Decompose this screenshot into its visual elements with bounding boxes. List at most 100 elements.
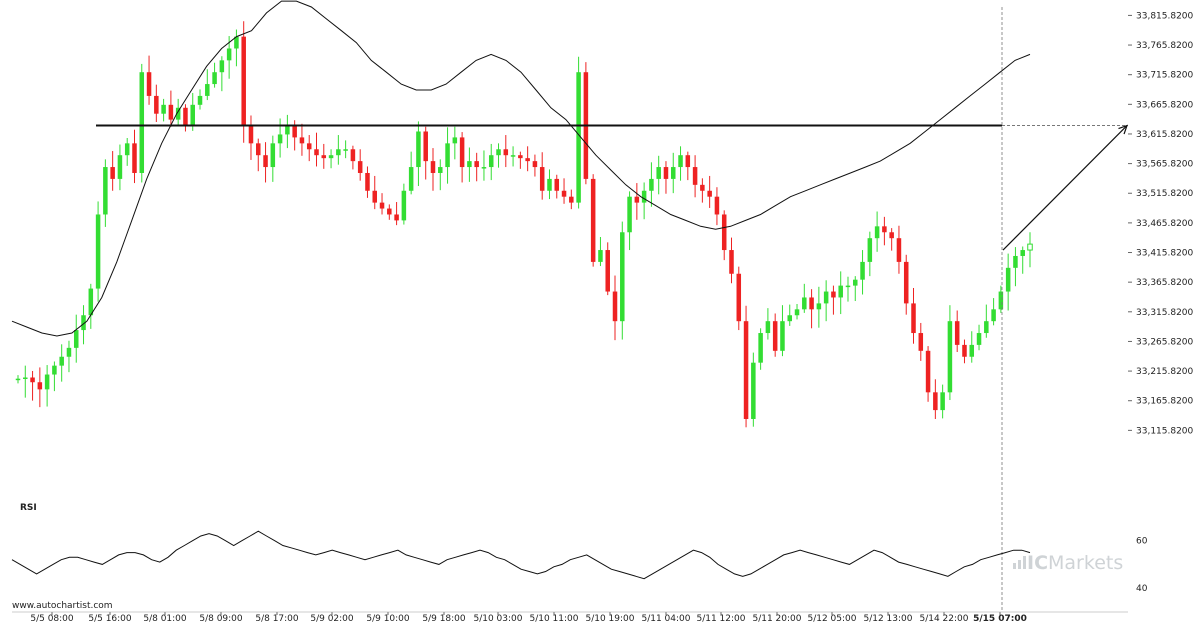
candle: [452, 126, 458, 160]
candle-body: [612, 291, 618, 322]
candle-body: [634, 196, 640, 203]
candle: [976, 324, 982, 351]
candle-body: [474, 161, 479, 168]
candle-body: [103, 167, 108, 215]
x-tick-label: 5/8 01:00: [143, 614, 187, 624]
candle: [700, 178, 705, 203]
candle-body: [197, 95, 203, 105]
y-tick-label: 33,565.8200: [1136, 160, 1194, 170]
candle-body: [802, 297, 807, 310]
candle-body: [350, 149, 356, 162]
y-tick-label: 33,515.8200: [1136, 189, 1194, 199]
candle-body: [809, 297, 814, 310]
candle: [1020, 246, 1025, 274]
candle: [518, 151, 523, 169]
candle: [132, 129, 137, 184]
y-tick-label: 33,365.8200: [1136, 278, 1194, 288]
candle: [583, 62, 589, 185]
candle: [1027, 232, 1033, 268]
candle: [88, 283, 94, 329]
candle-body: [328, 155, 334, 159]
y-tick-label: 33,265.8200: [1136, 337, 1194, 347]
candle-body: [168, 104, 174, 120]
candle-body: [430, 161, 436, 173]
candle-body: [248, 125, 254, 144]
candle-body: [707, 190, 712, 197]
y-tick-label: 33,165.8200: [1136, 397, 1194, 407]
candle: [816, 286, 822, 328]
brand-logo: ICMarkets: [1013, 552, 1123, 574]
candle: [933, 379, 938, 419]
candle: [656, 155, 661, 195]
rsi-tick-label: 60: [1136, 537, 1148, 547]
candle: [561, 178, 567, 204]
candle-body: [146, 72, 152, 96]
candle: [867, 231, 873, 277]
candle: [532, 154, 538, 177]
candle-body: [721, 214, 727, 251]
candle: [605, 242, 610, 296]
candle: [998, 285, 1004, 313]
candle: [299, 123, 305, 156]
x-tick-label: 5/8 17:00: [255, 614, 299, 624]
brand-name: ICMarkets: [1027, 552, 1123, 574]
candle: [336, 135, 341, 165]
candle: [146, 55, 152, 105]
candle: [30, 370, 35, 401]
candle: [496, 143, 501, 168]
candle-body: [190, 104, 195, 126]
candle: [954, 310, 960, 353]
candle: [809, 289, 814, 329]
candle: [474, 152, 479, 182]
candle: [576, 56, 581, 209]
candle-body: [292, 125, 297, 138]
candle: [1005, 253, 1011, 311]
candle-body: [547, 178, 552, 191]
candle: [37, 367, 43, 408]
x-tick-label: 5/11 04:00: [641, 614, 690, 624]
candle-body: [81, 315, 86, 331]
x-tick-label: 5/12 05:00: [807, 614, 856, 624]
y-tick-label: 33,115.8200: [1136, 426, 1194, 436]
candle: [539, 152, 545, 200]
candle: [554, 174, 560, 199]
y-tick-label: 33,315.8200: [1136, 308, 1194, 318]
candle-body: [772, 321, 778, 351]
candle-body: [467, 161, 472, 168]
candle-body: [969, 344, 975, 357]
candle-body: [532, 161, 538, 168]
candle-body: [758, 333, 763, 363]
x-tick-label: 5/12 13:00: [863, 614, 912, 624]
candle-body: [234, 36, 239, 49]
candle: [911, 287, 916, 344]
candle-body: [627, 196, 632, 233]
candle-body: [387, 208, 392, 215]
candle: [823, 280, 829, 322]
candle-body: [488, 155, 494, 168]
candle: [408, 151, 414, 195]
candle: [52, 361, 57, 392]
x-tick-label: 5/11 12:00: [696, 614, 745, 624]
candle: [44, 365, 50, 407]
candle-body: [73, 330, 79, 348]
candle: [438, 159, 443, 191]
candle-body: [270, 143, 276, 168]
candle: [306, 135, 312, 162]
moving-average-line: [11, 0, 1031, 337]
candle: [510, 146, 516, 167]
candle-body: [867, 238, 873, 262]
x-tick-label: 5/10 11:00: [529, 614, 578, 624]
candle-body: [853, 279, 858, 286]
candle-body: [518, 155, 523, 159]
candle-body: [263, 155, 268, 168]
credit-text: www.autochartist.com: [12, 601, 113, 611]
candle: [23, 365, 28, 398]
candle: [488, 143, 494, 181]
candle-body: [226, 48, 232, 61]
brand-ic: IC: [1027, 552, 1048, 574]
candle-body: [37, 382, 43, 390]
candle-body: [903, 261, 909, 304]
candle: [219, 56, 225, 92]
candle: [714, 187, 720, 226]
price-panel: 33,815.8200 33,765.8200 33,715.8200 33,665.…: [11, 0, 1194, 612]
